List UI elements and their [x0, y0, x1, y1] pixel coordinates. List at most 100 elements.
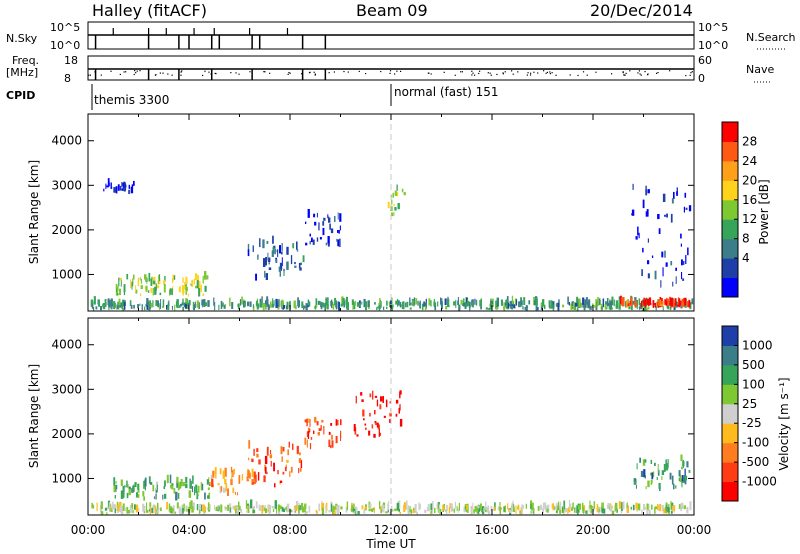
range-cell	[199, 503, 202, 511]
range-cell	[227, 488, 229, 496]
range-cell	[142, 491, 145, 497]
range-cell	[269, 454, 273, 459]
range-cell	[628, 306, 631, 310]
range-cell	[144, 306, 146, 311]
range-cell	[113, 504, 117, 509]
range-cell	[462, 302, 465, 306]
range-cell	[651, 472, 654, 480]
range-cell	[272, 298, 274, 308]
range-cell	[659, 302, 662, 307]
range-cell	[123, 301, 126, 310]
range-cell	[307, 431, 310, 439]
range-cell	[415, 511, 418, 514]
range-cell	[179, 305, 181, 309]
range-cell	[428, 298, 431, 306]
range-cell	[496, 307, 499, 310]
range-cell	[148, 305, 151, 311]
range-cell	[464, 302, 466, 309]
range-cell	[601, 303, 603, 307]
range-cell	[265, 300, 267, 305]
range-cell	[680, 503, 682, 512]
range-cell	[557, 501, 559, 510]
range-cell	[131, 503, 134, 509]
range-cell	[372, 390, 374, 400]
range-cell	[661, 475, 663, 480]
range-cell	[335, 419, 337, 426]
range-cell	[299, 468, 302, 472]
range-cell	[133, 274, 135, 280]
range-cell	[647, 189, 650, 194]
range-cell	[191, 506, 194, 513]
range-cell	[312, 239, 315, 245]
nave-point	[639, 73, 641, 75]
range-cell	[208, 477, 210, 484]
range-cell	[172, 274, 174, 281]
range-cell	[631, 209, 635, 216]
range-cell	[406, 301, 409, 308]
range-cell	[520, 300, 523, 306]
range-cell	[137, 277, 140, 287]
range-cell	[657, 504, 659, 510]
range-cell	[285, 506, 288, 511]
range-cell	[590, 504, 593, 514]
range-cell	[419, 300, 421, 309]
range-cell	[302, 307, 305, 310]
range-cell	[152, 300, 154, 308]
range-cell	[292, 443, 294, 450]
range-cell	[220, 300, 223, 309]
range-cell	[182, 277, 184, 283]
range-cell	[307, 418, 310, 423]
range-cell	[555, 510, 557, 513]
range-cell	[308, 505, 311, 513]
range-cell	[163, 283, 166, 293]
range-cell	[204, 492, 206, 500]
range-cell	[327, 297, 329, 307]
range-cell	[458, 304, 460, 307]
range-cell	[298, 458, 302, 463]
range-cell	[389, 412, 392, 417]
range-cell	[592, 506, 595, 512]
range-cell	[178, 484, 181, 489]
velocity-scatter	[91, 390, 692, 515]
range-cell	[224, 479, 227, 485]
nave-point	[533, 71, 535, 73]
range-cell	[128, 489, 130, 496]
range-cell	[421, 303, 424, 310]
nave-point	[400, 70, 402, 73]
colorbar-tick-label: 500	[742, 358, 765, 372]
range-cell	[407, 510, 410, 515]
range-cell	[662, 193, 666, 202]
range-cell	[680, 454, 683, 462]
nave-point	[551, 72, 553, 74]
range-cell	[345, 299, 348, 306]
range-cell	[542, 507, 544, 514]
range-cell	[185, 476, 188, 484]
range-cell	[395, 399, 399, 404]
range-cell	[110, 298, 113, 307]
nave-point	[657, 71, 659, 74]
range-cell	[636, 463, 638, 470]
range-cell	[336, 238, 338, 242]
range-cell	[287, 449, 289, 456]
range-cell	[663, 508, 665, 514]
range-cell	[164, 276, 166, 282]
range-cell	[124, 485, 126, 488]
range-cell	[626, 503, 628, 509]
range-cell	[683, 206, 685, 213]
range-cell	[376, 399, 379, 407]
range-cell	[247, 301, 250, 307]
range-cell	[632, 504, 635, 511]
range-cell	[399, 391, 401, 399]
range-cell	[150, 278, 153, 286]
range-cell	[650, 302, 652, 306]
range-cell	[110, 186, 113, 189]
range-cell	[316, 212, 318, 218]
range-cell	[523, 297, 526, 305]
nave-point	[389, 70, 392, 72]
ytick-label: 3000	[51, 382, 82, 396]
range-cell	[146, 276, 148, 284]
nave-point	[380, 70, 382, 73]
range-cell	[559, 501, 562, 510]
range-cell	[490, 506, 493, 512]
range-cell	[688, 470, 691, 473]
